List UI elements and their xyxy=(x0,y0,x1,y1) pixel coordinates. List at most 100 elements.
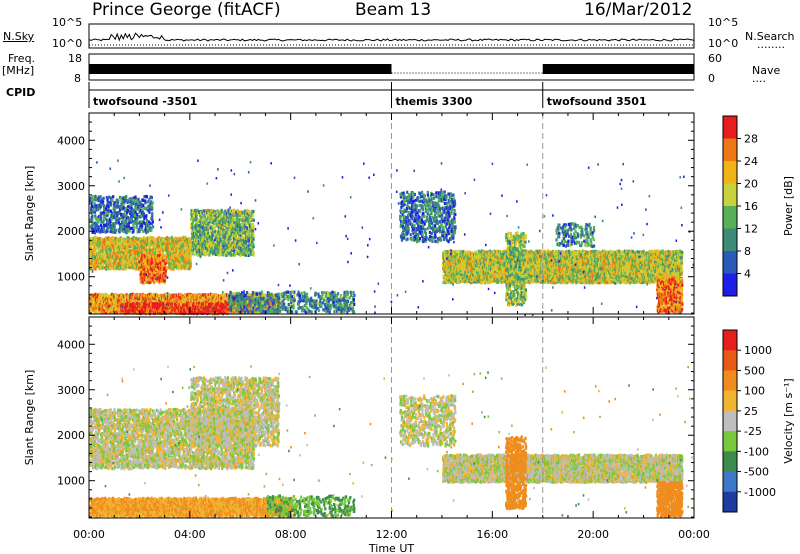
power-cell xyxy=(203,296,206,300)
power-cell xyxy=(201,293,205,297)
power-cell xyxy=(139,261,142,265)
power-cell xyxy=(204,249,207,253)
power-cell xyxy=(160,247,163,251)
power-cell xyxy=(142,281,145,285)
power-cell xyxy=(208,243,211,247)
power-cell xyxy=(140,305,143,309)
power-cell xyxy=(158,311,161,315)
power-cell xyxy=(219,252,222,256)
power-cell xyxy=(89,249,92,253)
power-cell xyxy=(214,219,217,223)
power-cell xyxy=(199,214,202,218)
power-cell xyxy=(107,310,110,314)
power-cell xyxy=(141,299,144,303)
power-cell xyxy=(177,296,180,301)
power-cell xyxy=(222,300,226,304)
power-cell xyxy=(183,311,186,315)
power-cell xyxy=(141,270,145,274)
power-cell xyxy=(208,311,211,315)
power-cell xyxy=(190,248,193,252)
power-cell xyxy=(106,257,109,261)
power-cell xyxy=(106,243,109,247)
power-cell xyxy=(206,297,209,302)
power-cell xyxy=(145,244,148,248)
power-cell xyxy=(207,309,210,313)
power-cell xyxy=(155,265,158,269)
power-cell xyxy=(119,310,122,314)
power-cell xyxy=(218,227,221,232)
power-cell xyxy=(103,303,106,307)
power-cell xyxy=(148,243,151,247)
power-cell xyxy=(215,235,218,239)
power-cell xyxy=(140,267,143,272)
power-cell xyxy=(127,253,130,257)
power-cell xyxy=(248,309,251,314)
power-cell xyxy=(180,310,183,314)
power-cell xyxy=(187,295,190,299)
power-cell xyxy=(132,248,135,252)
power-cell xyxy=(150,270,154,275)
power-cell xyxy=(227,302,230,306)
power-cell xyxy=(220,218,223,222)
power-cell xyxy=(252,233,255,237)
power-cell xyxy=(157,240,160,244)
power-cell xyxy=(195,232,198,236)
power-cell xyxy=(124,260,127,264)
power-cell xyxy=(194,300,197,304)
power-cell xyxy=(217,217,220,221)
power-cell xyxy=(198,311,201,315)
power-cell xyxy=(125,259,128,264)
power-cell xyxy=(252,237,255,241)
power-cell xyxy=(210,210,213,214)
power-cell xyxy=(150,302,153,306)
power-cell xyxy=(166,235,169,240)
power-cell xyxy=(171,296,174,300)
power-cell xyxy=(125,253,128,257)
power-cell xyxy=(113,306,116,310)
power-cell xyxy=(197,305,200,309)
power-cell xyxy=(107,255,110,259)
power-cell xyxy=(102,298,105,302)
power-cell xyxy=(225,309,228,313)
power-cell xyxy=(145,248,148,252)
power-cell xyxy=(100,293,104,297)
power-cell xyxy=(94,244,97,248)
power-cell xyxy=(189,256,192,260)
power-cell xyxy=(97,225,100,229)
power-cell xyxy=(184,311,188,315)
power-cell xyxy=(129,266,132,270)
power-cell xyxy=(189,265,192,270)
power-cell xyxy=(213,227,216,231)
power-cell xyxy=(220,296,223,300)
power-cell xyxy=(205,310,208,314)
power-cell xyxy=(158,294,161,298)
power-cell xyxy=(101,265,104,269)
power-cell xyxy=(252,229,255,233)
power-cell xyxy=(126,304,129,308)
power-cell xyxy=(208,215,211,219)
power-cell xyxy=(181,310,184,314)
power-cell xyxy=(230,310,233,314)
power-cell xyxy=(156,273,159,277)
power-cell xyxy=(216,295,219,299)
power-cell xyxy=(193,223,196,227)
power-cell xyxy=(113,261,116,265)
power-cell xyxy=(202,233,206,237)
power-cell xyxy=(134,296,137,300)
power-cell xyxy=(224,292,227,296)
power-cell xyxy=(152,254,155,258)
power-cell xyxy=(109,259,112,263)
power-cell xyxy=(205,233,208,237)
power-cell xyxy=(89,251,93,256)
power-cell xyxy=(167,266,170,270)
power-cell xyxy=(152,247,155,251)
power-cell xyxy=(196,296,199,300)
power-cell xyxy=(150,262,153,266)
power-cell xyxy=(140,264,143,268)
power-cell xyxy=(167,311,170,315)
power-cell xyxy=(158,303,161,307)
power-cell xyxy=(196,309,199,313)
power-cell xyxy=(204,226,207,230)
power-cell xyxy=(207,228,210,232)
power-cell xyxy=(200,249,204,253)
